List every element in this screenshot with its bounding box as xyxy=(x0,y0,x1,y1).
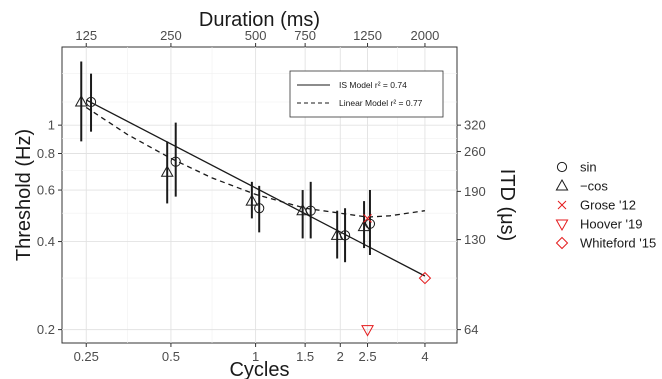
whiteford-15-point-shape xyxy=(418,271,432,285)
error-bars xyxy=(80,61,371,263)
hoover-19-point-shape xyxy=(361,325,374,337)
cos-point-shape xyxy=(357,219,371,232)
sin-point xyxy=(85,96,97,108)
x-top-axis-title: Duration (ms) xyxy=(199,9,320,31)
cos-point-shape xyxy=(245,194,259,206)
grose-12-point-shape xyxy=(363,214,372,223)
cos-point-shape xyxy=(296,203,310,216)
y-tick-label: 0.8 xyxy=(37,146,55,161)
y-right-tick-label: 260 xyxy=(464,144,486,159)
cos-point xyxy=(330,228,344,240)
x-top-tick-label: 125 xyxy=(75,28,97,43)
legend-label: Whiteford '15 xyxy=(580,236,656,251)
x-tick-label: 2 xyxy=(337,349,344,364)
x-top-tick-label: 250 xyxy=(160,28,182,43)
legend-label: −cos xyxy=(580,179,608,194)
x-top-tick-label: 750 xyxy=(294,28,316,43)
y-tick-label: 0.4 xyxy=(37,234,55,249)
cos-point-shape xyxy=(74,94,88,107)
series-legend: sin −cos Grose '12 Hoover '19 Whiteford '15 xyxy=(555,160,656,251)
cos-point xyxy=(357,219,371,232)
legend-label: sin xyxy=(580,160,597,175)
whiteford-15-point xyxy=(418,271,432,285)
sin-point xyxy=(170,156,181,167)
legend-key xyxy=(556,161,568,173)
legend-key-shape xyxy=(555,178,569,191)
y-right-tick-label: 64 xyxy=(464,322,478,337)
hoover-19-point xyxy=(361,325,374,337)
y-right-tick-label: 130 xyxy=(464,232,486,247)
y-tick-label: 0.2 xyxy=(37,322,55,337)
data-markers xyxy=(74,94,432,337)
y-right-tick-label: 190 xyxy=(464,184,486,199)
sin-point xyxy=(254,203,265,214)
model-legend-box: IS Model r² = 0.74 Linear Model r² = 0.7… xyxy=(289,70,444,118)
x-tick-label: 4 xyxy=(421,349,428,364)
legend-label: Hoover '19 xyxy=(580,217,642,232)
x-tick-label: 1 xyxy=(252,349,259,364)
sin-point-shape xyxy=(85,96,97,108)
linear-model-label: Linear Model r² = 0.77 xyxy=(339,98,423,108)
legend-label: Grose '12 xyxy=(580,198,636,213)
cos-point xyxy=(74,94,88,107)
legend-key-shape xyxy=(555,219,569,232)
x-axis-title: Cycles xyxy=(229,359,289,379)
legend-key xyxy=(555,236,569,250)
x-tick-label: 1.5 xyxy=(296,349,314,364)
x-top-tick-label: 500 xyxy=(245,28,267,43)
y-axis-title: Threshold (Hz) xyxy=(13,129,35,261)
x-top-tick-label: 1250 xyxy=(353,28,382,43)
y-tick-label: 1 xyxy=(48,118,55,133)
cos-point xyxy=(245,194,259,206)
cos-point xyxy=(296,203,310,216)
legend-key-shape xyxy=(555,236,569,250)
linear-model-line xyxy=(85,106,425,218)
legend-key xyxy=(555,219,569,232)
legend-key xyxy=(555,178,569,191)
y-right-tick-label: 320 xyxy=(464,118,486,133)
grose-12-point xyxy=(363,214,372,223)
y-right-axis-title: ITD (μs) xyxy=(496,169,518,242)
legend-key xyxy=(557,200,567,210)
x-tick-label: 2.5 xyxy=(358,349,376,364)
is-model-label: IS Model r² = 0.74 xyxy=(339,80,407,90)
cos-point xyxy=(160,165,174,177)
axes: 0.25 0.5 1 1.5 2 2.5 4 125 250 500 750 1250 2000 0.2 0… xyxy=(37,28,486,364)
model-lines xyxy=(85,99,426,277)
x-top-tick-label: 2000 xyxy=(410,28,439,43)
sin-point-shape xyxy=(170,156,181,167)
x-tick-label: 0.25 xyxy=(74,349,99,364)
is-model-line xyxy=(85,99,426,277)
legend-key-shape xyxy=(556,161,568,173)
cos-point-shape xyxy=(330,228,344,240)
legend-key-shape xyxy=(557,200,567,210)
sin-point-shape xyxy=(254,203,265,214)
cos-point-shape xyxy=(160,165,174,177)
y-tick-label: 0.6 xyxy=(37,183,55,198)
x-tick-label: 0.5 xyxy=(162,349,180,364)
